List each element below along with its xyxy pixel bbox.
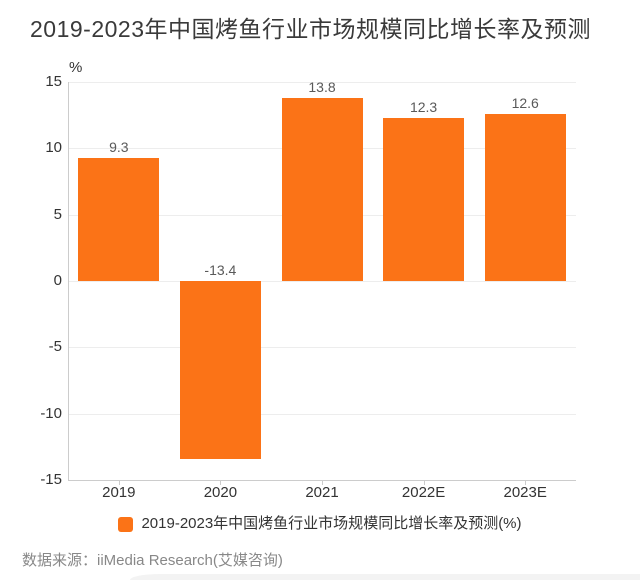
gridline	[68, 347, 576, 349]
bar-value-label: 12.3	[409, 98, 438, 115]
y-axis-tick-label: 5	[53, 205, 62, 223]
x-axis-tick	[220, 480, 222, 485]
y-axis-tick-label: 15	[45, 73, 62, 90]
gridline	[68, 281, 576, 282]
y-axis-tick-label: -5	[48, 338, 62, 356]
chart-title: 2019-2023年中国烤鱼行业市场规模同比增长率及预测	[30, 16, 591, 42]
bar[interactable]	[281, 97, 363, 281]
gridline	[68, 413, 576, 415]
x-axis-tick	[525, 480, 527, 485]
x-axis-tick	[118, 480, 120, 485]
bar-value-label: 9.3	[109, 138, 129, 155]
y-axis-tick-label: 10	[45, 139, 62, 157]
y-axis-line	[68, 82, 69, 480]
bar-chart-plot-area: % 15 10 5 0 -5 -10 -15 9.3 2019 -13.4 2020 13.8 2021…	[40, 59, 576, 501]
x-axis-category-label: 2019	[102, 484, 136, 501]
watermark-shape	[130, 574, 640, 580]
bar[interactable]	[78, 157, 160, 281]
y-axis-tick-label: -10	[40, 404, 62, 422]
bar-value-label: 12.6	[511, 94, 539, 111]
bar-value-label: 13.8	[308, 78, 336, 95]
chart-legend[interactable]: 2019-2023年中国烤鱼行业市场规模同比增长率及预测(%)	[0, 512, 640, 536]
y-axis-tick-label: 0	[53, 272, 62, 289]
legend-label: 2019-2023年中国烤鱼行业市场规模同比增长率及预测(%)	[141, 515, 522, 532]
bar[interactable]	[383, 117, 465, 281]
bar[interactable]	[484, 113, 566, 281]
y-axis-unit-label: %	[69, 59, 83, 76]
bar[interactable]	[179, 281, 261, 459]
data-source-caption: 数据来源：iiMedia Research(艾媒咨询)	[22, 552, 283, 569]
x-axis-tick	[322, 480, 323, 485]
y-axis-tick-label: -15	[40, 471, 62, 488]
bar-value-label: -13.4	[204, 262, 237, 278]
x-axis-category-label: 2023E	[503, 484, 547, 501]
x-axis-tick	[423, 480, 425, 485]
legend-swatch-icon	[118, 516, 134, 532]
x-axis-category-label: 2020	[203, 484, 238, 501]
gridline	[68, 82, 576, 83]
x-axis-category-label: 2021	[305, 484, 339, 501]
x-axis-category-label: 2022E	[401, 484, 446, 501]
